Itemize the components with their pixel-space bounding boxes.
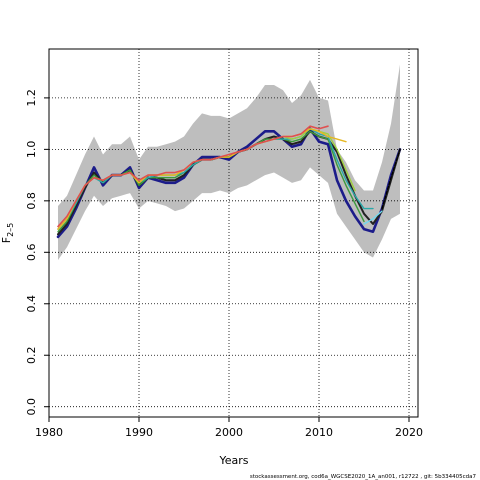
y-tick-label: 0.0 (25, 398, 38, 416)
y-axis-title: F2–5 (0, 223, 15, 244)
x-tick-label: 2020 (395, 426, 423, 439)
x-axis: 1980 1990 2000 2010 2020 (35, 417, 423, 439)
y-tick-label: 0.8 (25, 192, 38, 210)
y-tick-label: 1.2 (25, 89, 38, 107)
x-tick-label: 2000 (215, 426, 243, 439)
series-line-8 (363, 210, 383, 225)
y-tick-label: 1.0 (25, 141, 38, 159)
series-line-7 (57, 125, 329, 228)
y-tick-label: 0.4 (25, 295, 38, 313)
y-axis: 0.0 0.2 0.4 0.6 0.8 1.0 1.2 (25, 89, 49, 415)
x-tick-label: 2010 (305, 426, 333, 439)
y-axis-title-main: F (0, 237, 13, 243)
footer-text: stockassessment.org, cod6a_WGCSE2020_1A_… (250, 474, 477, 480)
y-axis-title-sub: 2–5 (6, 223, 15, 237)
x-tick-label: 1990 (125, 426, 153, 439)
confidence-band (58, 64, 400, 261)
series-line-9 (381, 148, 401, 210)
y-tick-label: 0.2 (25, 346, 38, 364)
y-tick-label: 0.6 (25, 244, 38, 261)
plot-frame (48, 48, 419, 418)
series-layer (56, 125, 402, 239)
x-tick-label: 1980 (35, 426, 63, 439)
x-axis-title: Years (218, 454, 248, 467)
confidence-band-layer (58, 64, 400, 261)
